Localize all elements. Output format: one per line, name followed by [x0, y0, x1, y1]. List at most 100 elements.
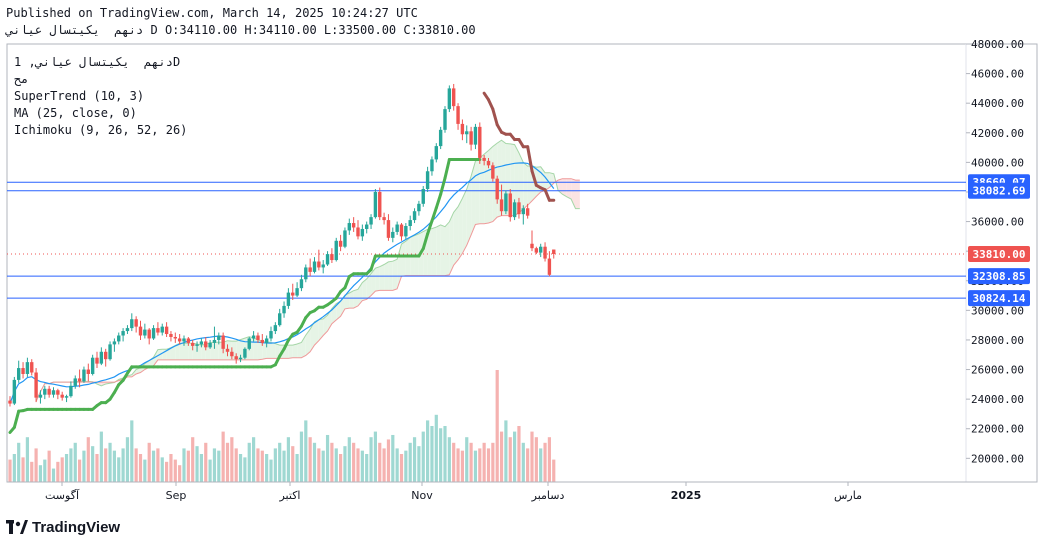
candle-body	[130, 319, 134, 329]
candle-body	[221, 335, 225, 349]
volume-bar	[343, 446, 347, 482]
volume-bar	[465, 437, 469, 482]
volume-bar	[91, 446, 95, 482]
volume-bar	[12, 454, 16, 482]
candle-body	[117, 335, 121, 342]
supertrend-segment	[426, 219, 434, 236]
cloud-segment	[184, 343, 189, 360]
volume-bar	[212, 448, 217, 482]
volume-bar	[143, 459, 147, 482]
volume-bar	[25, 437, 29, 482]
volume-bar	[534, 437, 538, 482]
volume-bar	[547, 437, 551, 482]
candle-body	[508, 193, 512, 218]
supertrend-legend[interactable]: SuperTrend (10, 3)	[14, 89, 145, 103]
candle-body	[104, 351, 108, 360]
volume-bar	[460, 450, 464, 482]
cloud-segment	[271, 342, 276, 359]
candle-body	[69, 385, 73, 397]
candle-body	[238, 357, 243, 360]
volume-bar	[217, 450, 221, 482]
published-caption: Published on TradingView.com, March 14, …	[6, 6, 418, 20]
cloud-segment	[518, 152, 524, 213]
candle-body	[425, 171, 430, 190]
volume-bar	[491, 442, 495, 482]
volume-bar	[86, 437, 90, 482]
volume-bar	[517, 426, 521, 482]
volume-bar	[278, 442, 282, 482]
cloud-segment	[236, 339, 241, 360]
candle-body	[34, 372, 38, 398]
candle-body	[230, 351, 234, 357]
tradingview-wordmark: TradingView	[32, 518, 121, 536]
y-tick-label: 22000.00	[971, 423, 1024, 436]
cloud-segment	[575, 180, 580, 209]
volume-bar	[269, 459, 273, 482]
candle-body	[460, 123, 465, 135]
cloud-segment	[523, 162, 528, 209]
candle-body	[143, 329, 147, 336]
cloud-segment	[401, 241, 406, 277]
volume-bar	[373, 431, 377, 482]
candle-body	[539, 246, 543, 253]
tradingview-logo[interactable]: TradingView	[6, 517, 120, 537]
cloud-segment	[323, 315, 328, 336]
candle-body	[417, 203, 421, 212]
candle-body	[8, 400, 12, 404]
volume-bar	[138, 454, 143, 482]
candle-body	[452, 88, 456, 107]
cloud-segment	[314, 319, 319, 346]
volume-bar	[539, 448, 543, 482]
volume-bar	[43, 459, 47, 482]
ohlc-readout: دنهم يكيتسال عياني D O:34110.00 H:34110.…	[6, 23, 476, 37]
volume-bar	[291, 446, 295, 482]
x-tick-label: آگوست	[45, 488, 80, 502]
volume-bar	[30, 461, 34, 482]
volume-bar	[60, 457, 64, 482]
candle-body	[473, 126, 478, 145]
volume-bar	[434, 414, 438, 482]
volume-bar	[108, 442, 112, 482]
candle-body	[552, 249, 556, 254]
volume-bar	[513, 431, 517, 482]
volume-bar	[238, 454, 243, 482]
volume-bar	[151, 450, 156, 482]
candle-body	[60, 394, 64, 398]
candle-body	[430, 159, 434, 172]
cloud-segment	[344, 292, 350, 309]
candle-body	[86, 369, 90, 374]
volume-bar	[399, 454, 404, 482]
volume-bar	[334, 448, 338, 482]
candle-body	[251, 335, 256, 339]
supertrend-segment	[443, 158, 451, 180]
volume-bar	[260, 450, 264, 482]
volume-bar	[191, 437, 195, 482]
candle-body	[547, 258, 552, 275]
cloud-segment	[166, 347, 171, 360]
price-tag	[968, 268, 1030, 285]
volume-bar	[73, 442, 77, 482]
candle-body	[125, 328, 130, 332]
candle-body	[212, 339, 217, 343]
supertrend-segment	[430, 206, 438, 223]
candle-body	[495, 178, 499, 200]
cloud-segment	[427, 228, 432, 276]
candle-body	[256, 335, 260, 340]
volume-bar	[21, 457, 25, 482]
volume-bar	[526, 448, 530, 482]
symbol-subtitle: مح	[14, 72, 29, 86]
candle-body	[108, 344, 112, 360]
volume-bar	[104, 448, 108, 482]
cloud-segment	[514, 144, 519, 216]
cloud-segment	[379, 264, 385, 291]
candle-body	[195, 344, 199, 346]
chart-frame	[6, 43, 1038, 483]
ichimoku-legend[interactable]: Ichimoku (9, 26, 52, 26)	[14, 123, 188, 137]
candle-body	[521, 208, 525, 215]
volume-bar	[321, 450, 325, 482]
volume-bar	[125, 437, 130, 482]
ma-legend[interactable]: MA (25, close, 0)	[14, 106, 137, 120]
candle-body	[456, 106, 460, 124]
